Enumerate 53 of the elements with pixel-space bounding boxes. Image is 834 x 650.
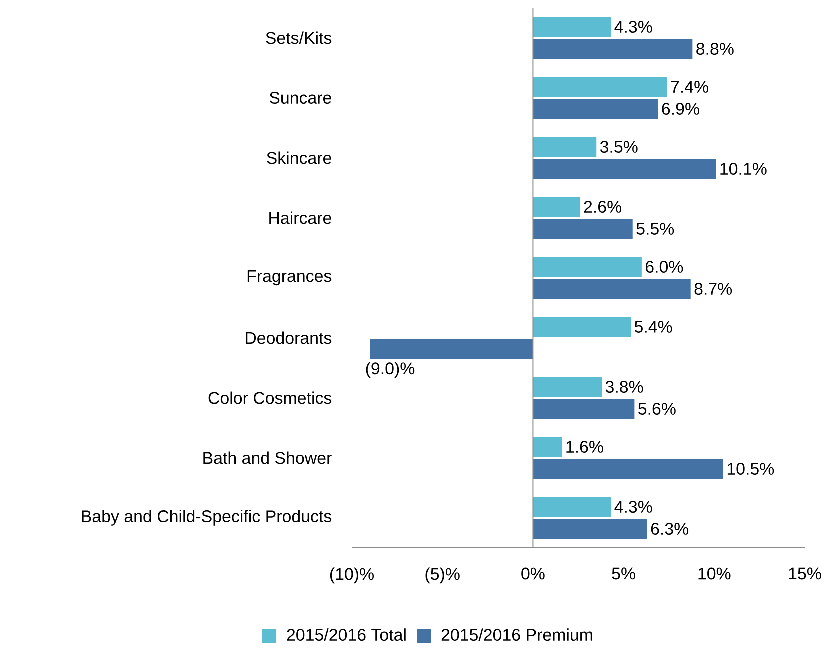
- y-tick-label: Deodorants: [246, 332, 332, 344]
- bar: [533, 399, 635, 420]
- data-label: 2.6%: [584, 201, 622, 214]
- y-tick-label: Bath and Shower: [204, 452, 332, 464]
- data-label: 3.5%: [600, 141, 638, 154]
- x-tick-label: 10%: [698, 568, 731, 580]
- x-tick-label: 0%: [522, 568, 545, 580]
- bar: [533, 497, 612, 518]
- data-label: 10.5%: [728, 463, 774, 476]
- x-tick-label: (5)%: [426, 568, 460, 584]
- x-tick-label: 5%: [612, 568, 636, 580]
- bar: [533, 159, 716, 180]
- x-tick-label: 15%: [789, 568, 822, 580]
- data-label: 6.3%: [651, 523, 689, 536]
- y-tick-label: Color Cosmetics: [208, 392, 332, 404]
- bar: [533, 279, 691, 300]
- data-label: 6.0%: [646, 261, 684, 274]
- x-tick-label: (10)%: [330, 568, 374, 584]
- data-label: 10.1%: [720, 163, 767, 176]
- bar: [533, 99, 658, 120]
- y-tick-label: Skincare: [267, 152, 332, 164]
- y-tick-label: Sets/Kits: [266, 32, 332, 44]
- bar: [533, 257, 642, 278]
- bar: [533, 317, 632, 338]
- data-label: 5.4%: [634, 321, 672, 333]
- bar: [533, 377, 602, 398]
- data-label: 8.7%: [694, 283, 732, 296]
- data-label: 5.6%: [638, 403, 676, 416]
- bar: [533, 437, 562, 458]
- bar: [533, 39, 693, 59]
- bar: [533, 137, 597, 158]
- legend-label: 2015/2016 Total: [287, 628, 406, 642]
- bar: [533, 519, 648, 540]
- bar: [533, 197, 580, 218]
- data-label: 3.8%: [606, 381, 644, 394]
- data-label: 1.6%: [566, 441, 604, 454]
- bar: [533, 17, 612, 37]
- bar: [533, 459, 724, 480]
- y-tick-label: Haircare: [270, 212, 332, 224]
- legend-label: 2015/2016 Premium: [442, 628, 592, 642]
- data-label: 6.9%: [662, 103, 700, 116]
- data-label: 4.3%: [614, 501, 652, 514]
- data-label: 4.3%: [614, 21, 652, 34]
- y-tick-label: Fragrances: [248, 270, 332, 286]
- y-tick-label: Suncare: [270, 92, 332, 104]
- data-label: 8.8%: [696, 43, 734, 56]
- data-label: 7.4%: [671, 81, 708, 93]
- bar: [533, 77, 668, 98]
- data-label: (9.0)%: [366, 362, 415, 378]
- bar: [370, 339, 534, 360]
- data-label: 5.5%: [636, 223, 674, 235]
- bar: [533, 219, 633, 240]
- y-tick-label: Baby and Child-Specific Products: [82, 510, 332, 526]
